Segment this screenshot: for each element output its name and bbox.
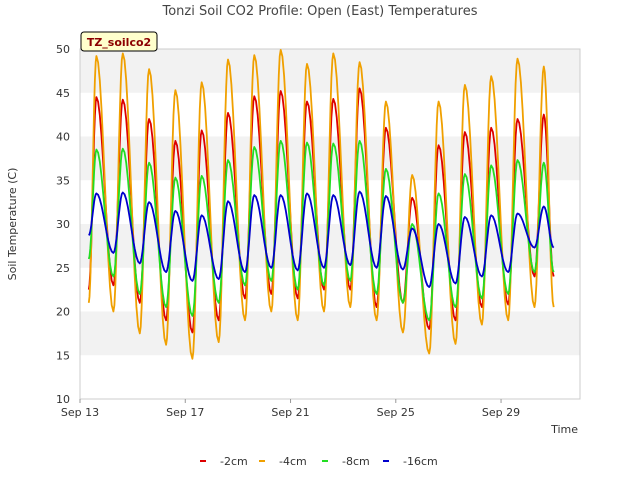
x-tick-label: Sep 13 xyxy=(61,406,99,419)
x-tick-label: Sep 25 xyxy=(377,406,415,419)
site-badge-box xyxy=(80,31,158,52)
series-lines xyxy=(87,49,555,360)
legend: -2cm -4cm -8cm -16cm xyxy=(200,455,438,468)
x-axis: Sep 13 Sep 17 Sep 21 Sep 25 Sep 29 xyxy=(61,399,520,419)
y-axis: 10 15 20 25 30 35 40 45 50 xyxy=(56,43,70,406)
series-line-minus-4cm xyxy=(87,49,555,360)
y-axis-label: Soil Temperature (C) xyxy=(6,168,19,281)
x-tick-label: Sep 17 xyxy=(166,406,204,419)
series-line-minus-8cm xyxy=(87,140,555,322)
x-tick-label: Sep 29 xyxy=(482,406,520,419)
series-line-minus-16cm xyxy=(88,190,555,288)
legend-label: -2cm xyxy=(220,455,248,468)
y-tick-label: 45 xyxy=(56,87,70,100)
grid-band xyxy=(80,355,580,399)
chart-title: Tonzi Soil CO2 Profile: Open (East) Temp… xyxy=(161,4,477,19)
y-tick-label: 20 xyxy=(56,306,70,319)
legend-label: -8cm xyxy=(342,455,370,468)
series-line-minus-2cm xyxy=(87,87,555,334)
grid-band xyxy=(80,224,580,268)
legend-label: -4cm xyxy=(279,455,307,468)
site-badge-label: TZ_soilco2 xyxy=(87,36,151,49)
y-tick-label: 50 xyxy=(56,43,70,56)
y-tick-label: 35 xyxy=(56,174,70,187)
y-tick-label: 40 xyxy=(56,131,70,144)
y-tick-label: 15 xyxy=(56,349,70,362)
y-tick-label: 10 xyxy=(56,393,70,406)
site-badge: TZ_soilco2 xyxy=(80,31,158,52)
y-tick-label: 25 xyxy=(56,262,70,275)
x-axis-label: Time xyxy=(550,423,578,436)
grid-band xyxy=(80,49,580,93)
plot-frame xyxy=(79,48,581,400)
legend-label: -16cm xyxy=(403,455,438,468)
grid-band xyxy=(80,311,580,356)
y-tick-label: 30 xyxy=(56,218,70,231)
x-tick-label: Sep 21 xyxy=(271,406,309,419)
